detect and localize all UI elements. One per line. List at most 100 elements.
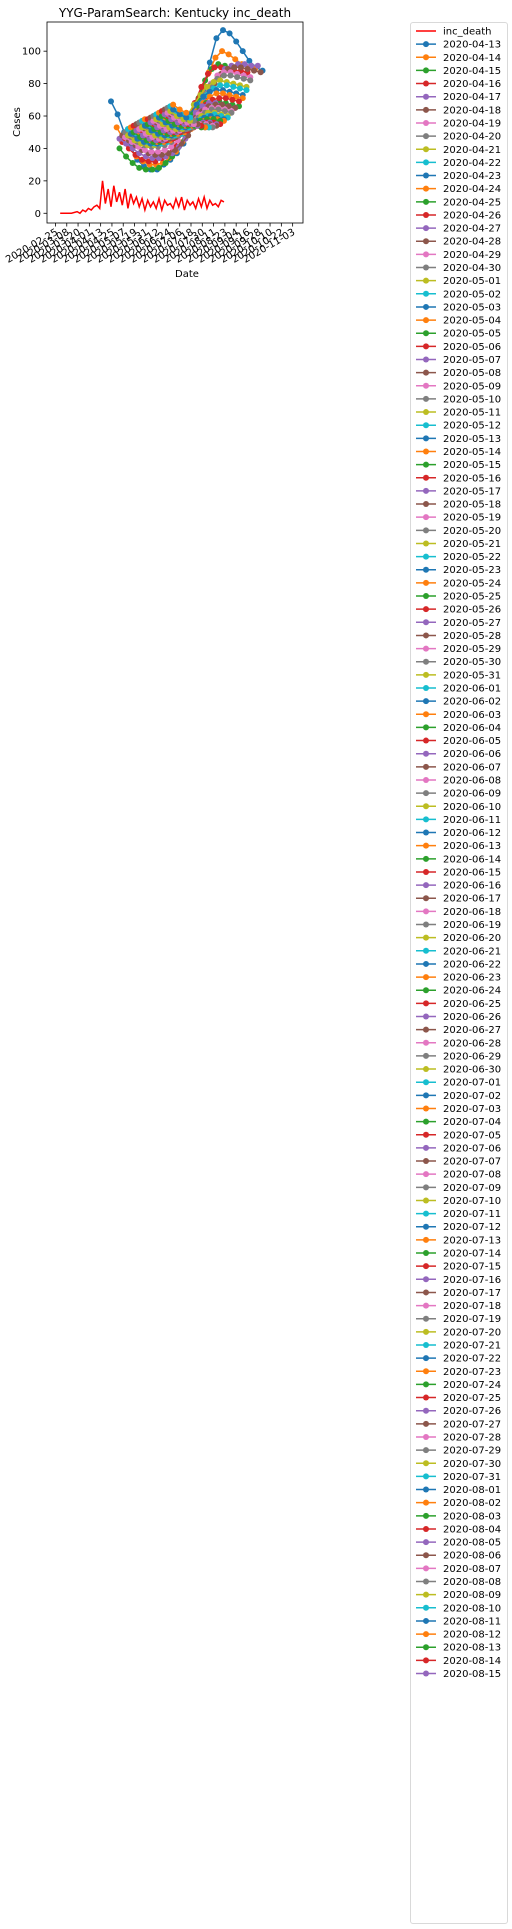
legend-label: 2020-06-04 xyxy=(443,723,501,734)
legend-label: 2020-07-18 xyxy=(443,1301,501,1312)
legend-marker xyxy=(423,816,429,822)
legend-marker xyxy=(423,672,429,678)
legend-label: 2020-07-10 xyxy=(443,1196,501,1207)
legend-label: 2020-07-11 xyxy=(443,1209,501,1220)
legend-marker xyxy=(423,514,429,520)
legend-label: 2020-06-10 xyxy=(443,802,501,813)
legend-marker xyxy=(423,1592,429,1598)
legend-label: 2020-05-20 xyxy=(443,526,501,537)
y-tick-label: 20 xyxy=(28,176,41,187)
legend-marker xyxy=(423,1368,429,1374)
legend-marker xyxy=(423,1408,429,1414)
legend-label: 2020-06-26 xyxy=(443,1012,501,1023)
series-point xyxy=(230,84,236,90)
legend-marker xyxy=(423,1132,429,1138)
legend-label: 2020-06-25 xyxy=(443,999,501,1010)
legend-marker xyxy=(423,554,429,560)
series-point xyxy=(108,98,114,104)
legend-label: 2020-05-09 xyxy=(443,381,501,392)
legend-label: 2020-08-01 xyxy=(443,1485,501,1496)
series-point xyxy=(226,51,232,57)
legend-label: 2020-07-12 xyxy=(443,1222,501,1233)
legend-label: 2020-06-19 xyxy=(443,920,501,931)
legend-label: 2020-05-30 xyxy=(443,657,501,668)
legend-label: 2020-06-02 xyxy=(443,697,501,708)
legend-marker xyxy=(423,948,429,954)
legend-label: 2020-05-11 xyxy=(443,408,501,419)
legend-label: 2020-07-25 xyxy=(443,1393,501,1404)
legend-marker xyxy=(423,751,429,757)
series-point xyxy=(220,27,226,33)
legend-marker xyxy=(423,159,429,165)
legend-label: 2020-04-26 xyxy=(443,210,501,221)
series-point xyxy=(255,63,261,69)
legend-label: 2020-07-31 xyxy=(443,1472,501,1483)
legend-marker xyxy=(423,922,429,928)
legend-label: 2020-05-10 xyxy=(443,394,501,405)
legend: inc_death2020-04-132020-04-142020-04-152… xyxy=(416,27,501,1681)
legend-marker xyxy=(423,488,429,494)
legend-label: 2020-07-27 xyxy=(443,1419,501,1430)
legend-marker xyxy=(423,1027,429,1033)
series-point xyxy=(149,167,155,173)
legend-marker xyxy=(423,1552,429,1558)
legend-marker xyxy=(423,685,429,691)
legend-label: 2020-04-29 xyxy=(443,250,501,261)
series-layer xyxy=(108,27,266,172)
legend-marker xyxy=(423,1618,429,1624)
legend-marker xyxy=(423,173,429,179)
legend-marker xyxy=(423,1473,429,1479)
legend-label: 2020-06-29 xyxy=(443,1051,501,1062)
legend-label: 2020-08-04 xyxy=(443,1524,501,1535)
legend-marker xyxy=(423,1197,429,1203)
series-point xyxy=(183,110,189,116)
legend-label: 2020-05-03 xyxy=(443,302,501,313)
legend-label: 2020-05-04 xyxy=(443,316,501,327)
y-tick-label: 60 xyxy=(28,112,41,123)
legend-marker xyxy=(423,974,429,980)
series-point xyxy=(228,72,234,78)
legend-label: 2020-08-12 xyxy=(443,1630,501,1641)
legend-label: 2020-05-27 xyxy=(443,618,501,629)
series-point xyxy=(212,55,218,61)
legend-label: 2020-05-05 xyxy=(443,329,501,340)
legend-marker xyxy=(423,1671,429,1677)
legend-marker xyxy=(423,225,429,231)
series-point xyxy=(219,48,225,54)
legend-label: 2020-05-22 xyxy=(443,552,501,563)
series-point xyxy=(229,97,235,103)
legend-label: 2020-06-21 xyxy=(443,946,501,957)
legend-marker xyxy=(423,1014,429,1020)
legend-marker xyxy=(423,133,429,139)
series-point xyxy=(221,72,227,78)
legend-label: 2020-07-22 xyxy=(443,1354,501,1365)
legend-label: 2020-05-21 xyxy=(443,539,501,550)
legend-marker xyxy=(423,1539,429,1545)
legend-marker xyxy=(423,1000,429,1006)
legend-label: 2020-04-27 xyxy=(443,224,501,235)
legend-marker xyxy=(423,1644,429,1650)
legend-label: 2020-05-29 xyxy=(443,644,501,655)
legend-marker xyxy=(423,212,429,218)
legend-marker xyxy=(423,527,429,533)
legend-marker xyxy=(423,856,429,862)
series-point xyxy=(233,38,239,44)
legend-label: 2020-04-16 xyxy=(443,79,501,90)
legend-marker xyxy=(423,1237,429,1243)
legend-marker xyxy=(423,357,429,363)
series-point xyxy=(236,98,242,104)
legend-marker xyxy=(423,1342,429,1348)
legend-label: 2020-05-26 xyxy=(443,605,501,616)
legend-marker xyxy=(423,1605,429,1611)
series-point xyxy=(258,69,264,75)
legend-marker xyxy=(423,1250,429,1256)
legend-marker xyxy=(423,462,429,468)
legend-marker xyxy=(423,1158,429,1164)
legend-marker xyxy=(423,120,429,126)
legend-label: 2020-06-15 xyxy=(443,867,501,878)
y-tick-label: 80 xyxy=(28,79,41,90)
legend-label: 2020-06-22 xyxy=(443,959,501,970)
legend-marker xyxy=(423,1171,429,1177)
legend-marker xyxy=(423,41,429,47)
legend-marker xyxy=(423,1513,429,1519)
